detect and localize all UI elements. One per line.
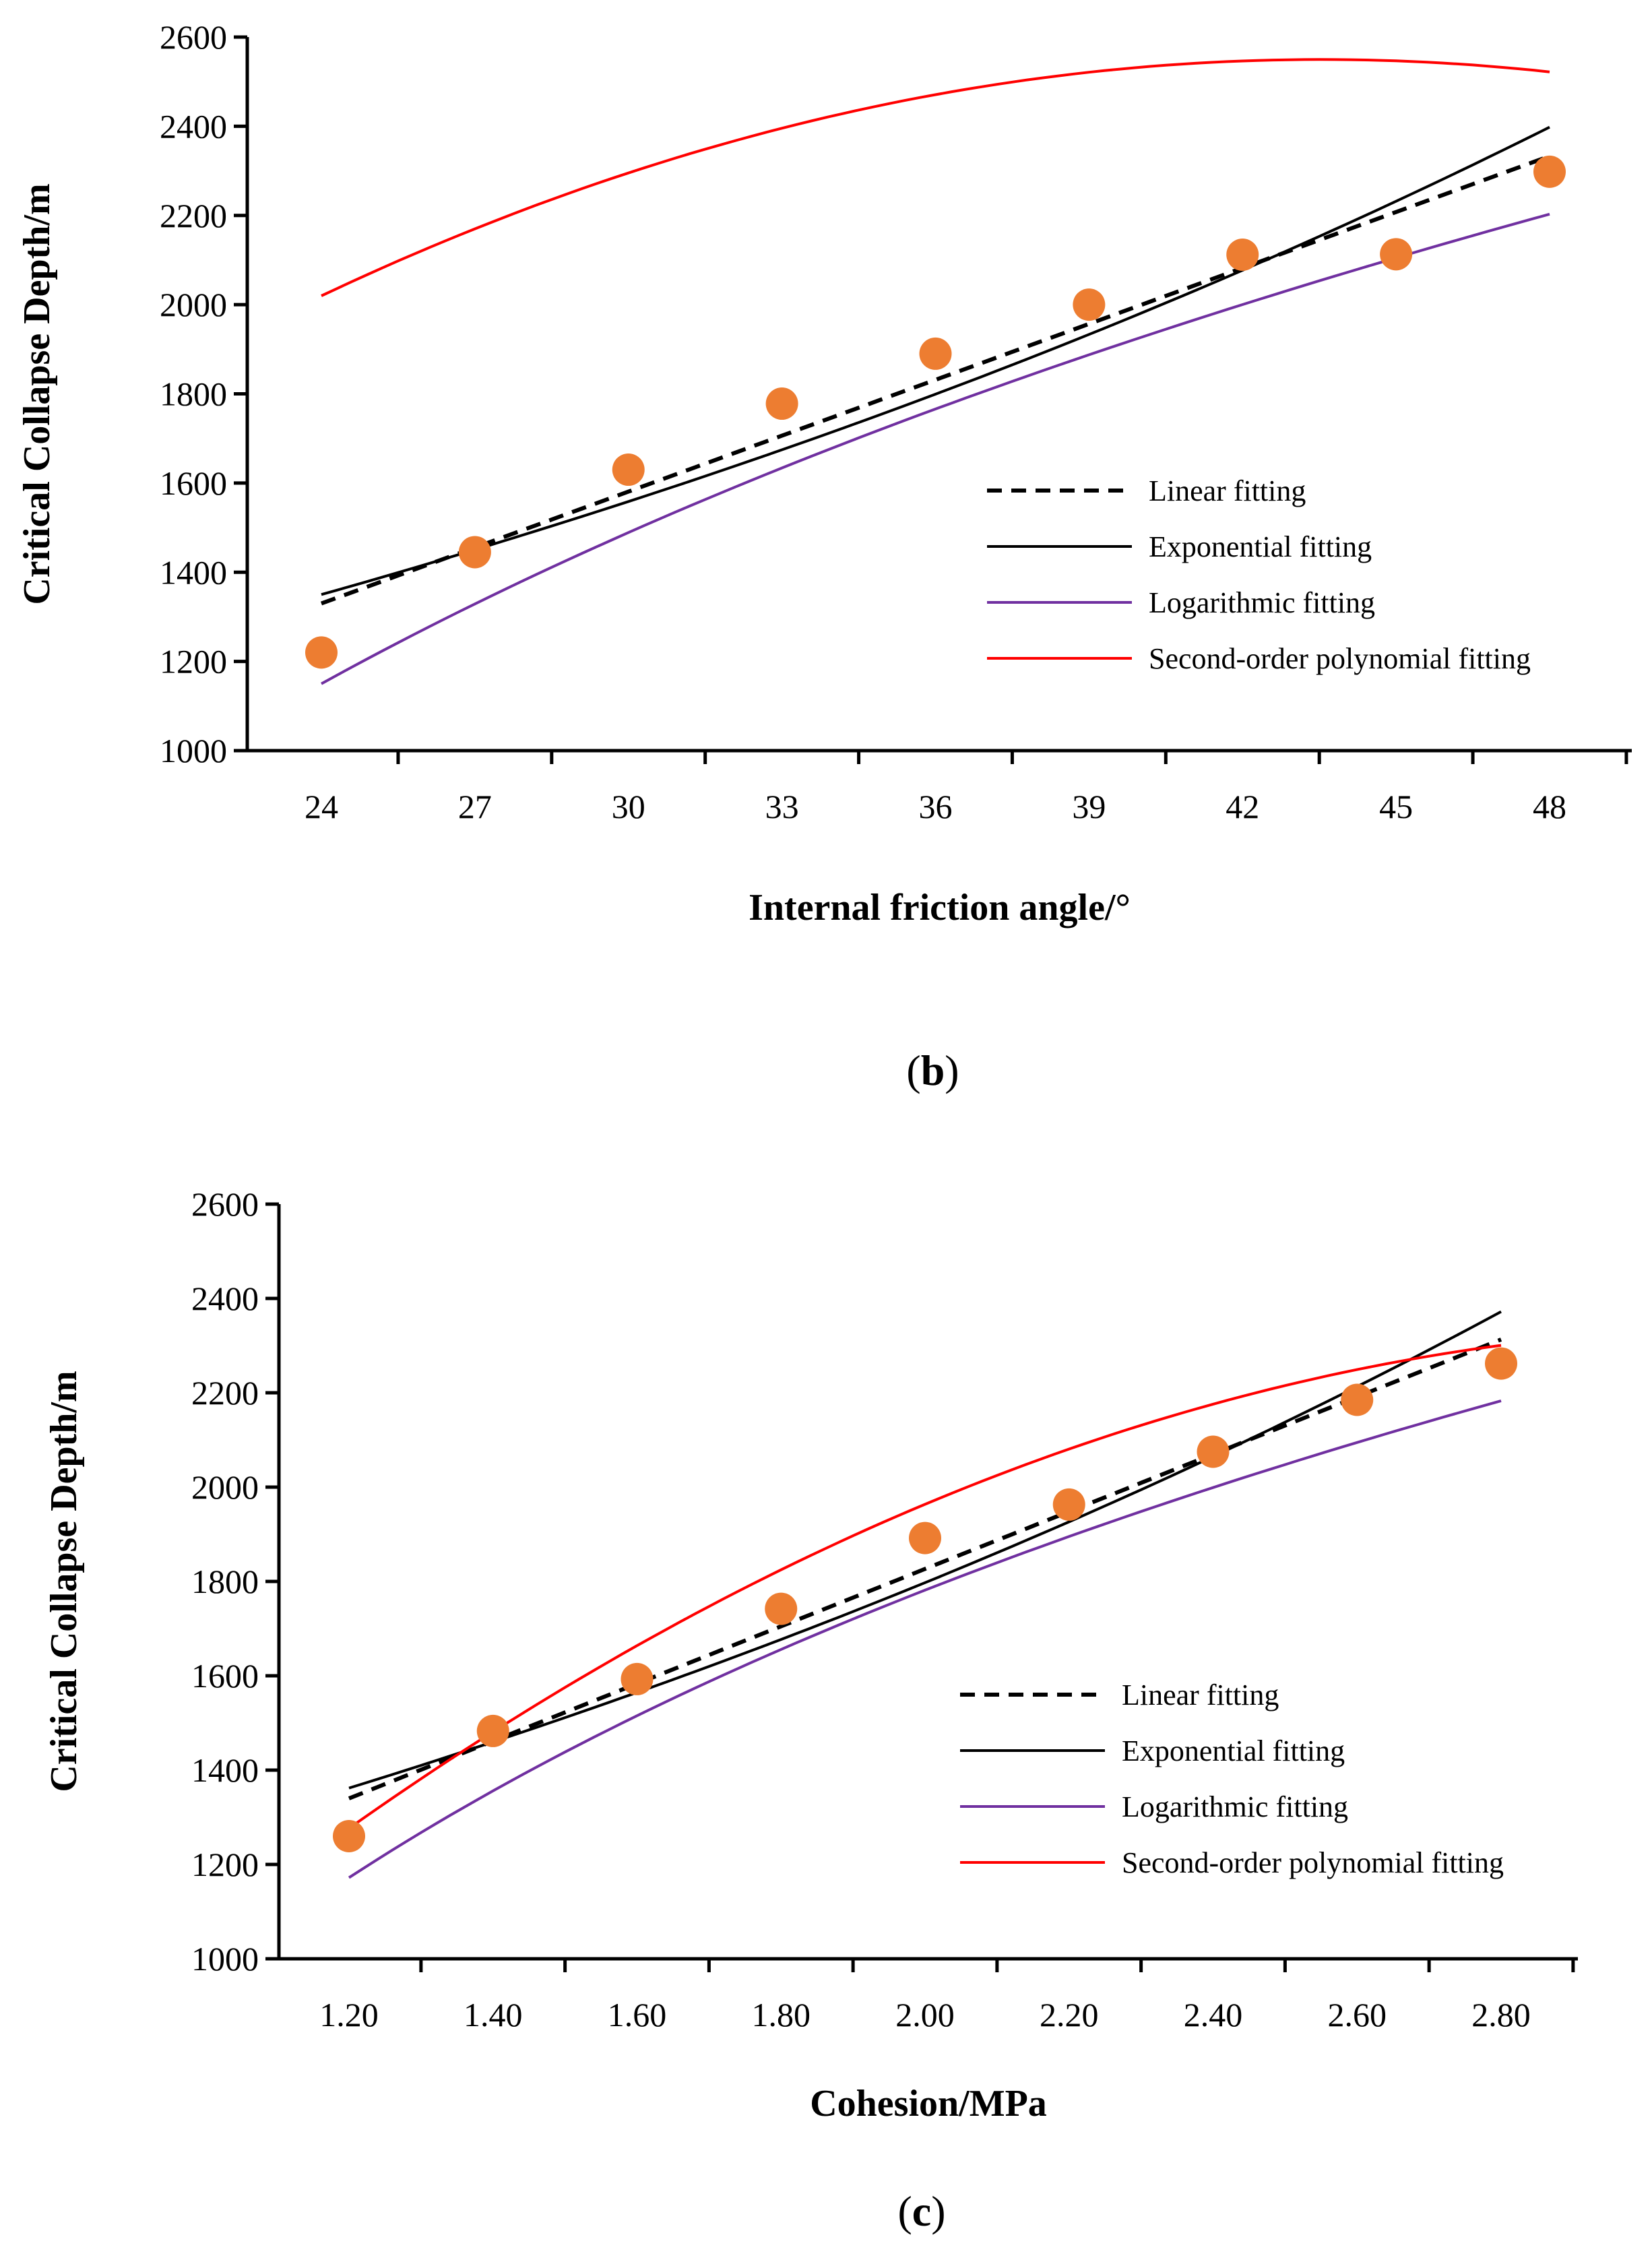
caption-letter: b (921, 1046, 945, 1094)
y-tick-label: 1600 (191, 1657, 259, 1695)
x-tick-label: 48 (1533, 788, 1566, 825)
legend-label: Logarithmic fitting (1149, 586, 1375, 619)
x-tick-label: 2.20 (1040, 1996, 1099, 2034)
y-axis-title: Critical Collapse Depth/m (16, 183, 58, 604)
x-axis-title: Cohesion/MPa (810, 2083, 1047, 2125)
linear-fit-line (348, 1338, 1502, 1800)
y-tick-label: 2200 (191, 1374, 259, 1412)
y-tick-label: 2000 (160, 286, 227, 323)
data-point (919, 337, 952, 370)
x-tick-label: 2.60 (1328, 1996, 1387, 2034)
y-tick-label: 1400 (160, 553, 227, 591)
panel-caption: (b) (906, 1046, 959, 1094)
y-tick-label: 2600 (191, 1185, 259, 1223)
data-point (1197, 1435, 1230, 1468)
y-tick-label: 1200 (191, 1846, 259, 1883)
x-tick-label: 27 (458, 788, 492, 825)
data-point (333, 1820, 365, 1852)
logarithmic-fit-line (348, 1399, 1502, 1879)
caption-open: ( (906, 1046, 920, 1094)
data-point (1533, 155, 1566, 188)
legend: Linear fitting Exponential fitting Logarit… (987, 474, 1531, 675)
data-point (621, 1662, 654, 1695)
data-point (458, 536, 491, 569)
y-tick-label: 1600 (160, 464, 227, 502)
x-tick-label: 1.40 (464, 1996, 523, 2034)
legend-label: Second-order polynomial fitting (1122, 1846, 1504, 1879)
legend-label: Linear fitting (1149, 474, 1306, 507)
data-point (765, 1592, 798, 1625)
legend-label: Second-order polynomial fitting (1149, 642, 1531, 675)
y-tick-label: 1400 (191, 1751, 259, 1789)
chart-panel-b: 1000 1200 1400 1600 1800 2000 2200 2400 2600 24 27… (16, 18, 1632, 1094)
y-tick-label: 2000 (191, 1468, 259, 1506)
caption-open: ( (897, 2187, 912, 2235)
data-point (1341, 1383, 1374, 1416)
y-tick-label: 1000 (160, 732, 227, 769)
polynomial-fit-line (321, 58, 1550, 297)
y-axis-title: Critical Collapse Depth/m (43, 1371, 85, 1792)
logarithmic-fit-line (321, 212, 1550, 685)
exponential-fit-line (321, 125, 1550, 596)
data-point (1485, 1347, 1517, 1380)
x-tick-label: 42 (1226, 788, 1259, 825)
data-point (1073, 288, 1106, 321)
legend-label: Exponential fitting (1122, 1734, 1345, 1767)
x-tick-label: 45 (1379, 788, 1413, 825)
data-point (1226, 238, 1259, 271)
x-tick-label: 1.20 (319, 1996, 379, 2034)
data-point (305, 636, 338, 669)
x-tick-label: 30 (612, 788, 645, 825)
x-tick-label: 36 (919, 788, 953, 825)
y-tick-label: 1200 (160, 643, 227, 681)
x-tick-label: 1.60 (608, 1996, 667, 2034)
data-point (1052, 1488, 1085, 1521)
legend-label: Logarithmic fitting (1122, 1790, 1348, 1823)
x-tick-label: 33 (765, 788, 799, 825)
caption-letter: c (912, 2187, 931, 2235)
polynomial-fit-line (348, 1344, 1502, 1830)
legend-label: Exponential fitting (1149, 530, 1372, 563)
exponential-fit-line (348, 1310, 1502, 1790)
panel-caption: (c) (897, 2187, 945, 2235)
y-tick-label: 2400 (191, 1280, 259, 1317)
data-point (476, 1714, 509, 1747)
y-tick-label: 1800 (191, 1563, 259, 1600)
y-tick-label: 1000 (191, 1940, 259, 1978)
x-tick-label: 2.00 (895, 1996, 955, 2034)
data-point (909, 1521, 941, 1554)
legend: Linear fitting Exponential fitting Logarit… (960, 1678, 1504, 1879)
caption-close: ) (931, 2187, 945, 2235)
x-tick-label: 24 (305, 788, 338, 825)
y-tick-label: 2200 (160, 197, 227, 234)
data-point (1380, 238, 1413, 271)
y-tick-label: 1800 (160, 375, 227, 413)
data-point (612, 453, 645, 486)
x-tick-label: 39 (1072, 788, 1106, 825)
legend-label: Linear fitting (1122, 1678, 1279, 1711)
y-tick-label: 2600 (160, 18, 227, 56)
x-axis-title: Internal friction angle/° (749, 887, 1131, 929)
data-point (765, 387, 798, 420)
x-tick-label: 2.40 (1184, 1996, 1243, 2034)
x-tick-label: 1.80 (752, 1996, 811, 2034)
caption-close: ) (945, 1046, 959, 1094)
y-tick-label: 2400 (160, 107, 227, 145)
chart-panel-c: 1000 1200 1400 1600 1800 2000 2200 2400 2600 1.20… (43, 1185, 1578, 2235)
x-tick-label: 2.80 (1471, 1996, 1531, 2034)
